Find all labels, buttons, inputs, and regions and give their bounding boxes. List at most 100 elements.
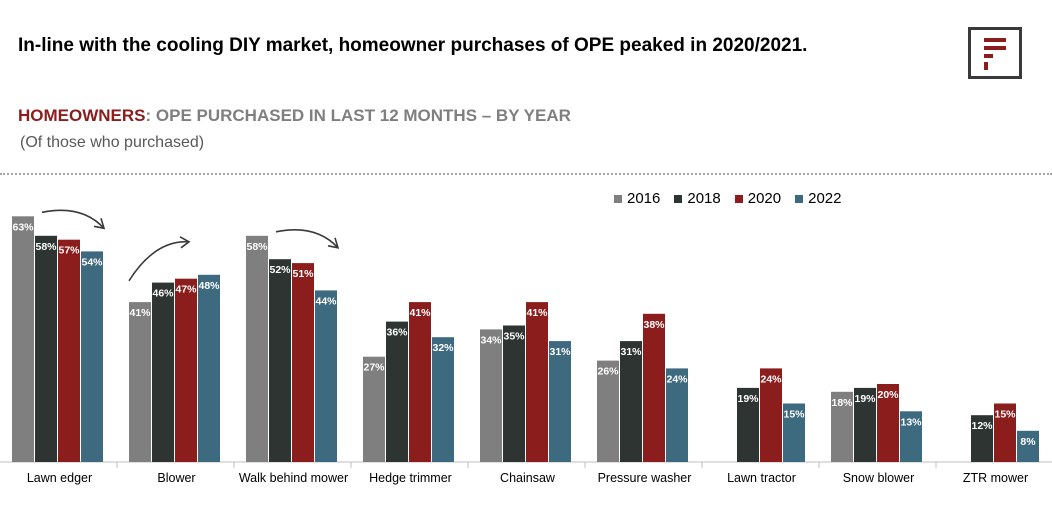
bar-2018 [152, 282, 174, 462]
x-tick-label: Snow blower [843, 471, 915, 485]
bar-data-label: 54% [81, 256, 103, 268]
trend-arrowhead [93, 218, 106, 230]
bar-2018 [971, 415, 993, 462]
bar-2016 [831, 391, 853, 462]
bar-2016 [363, 356, 385, 462]
trend-arrow-down [41, 209, 105, 229]
bar-data-label: 41% [129, 307, 151, 319]
trend-arrow-up [128, 240, 190, 282]
x-tick-label: Walk behind mower [239, 471, 348, 485]
x-tick-label: Blower [157, 471, 195, 485]
legend-item-2020: 2020 [734, 190, 782, 207]
bar-2020 [409, 302, 431, 462]
subtitle-accent: HOMEOWNERS [18, 106, 146, 125]
legend-item-2022: 2022 [795, 190, 842, 207]
bar-2020 [760, 368, 782, 462]
bar-data-label: 19% [737, 393, 759, 405]
bar-data-label: 19% [854, 393, 876, 405]
legend-swatch [734, 194, 743, 203]
bar-data-label: 20% [877, 389, 899, 401]
bar-data-label: 15% [994, 409, 1016, 421]
section-divider [0, 173, 1052, 175]
chart-legend: 2016 2018 2020 2022 [614, 190, 842, 207]
bar-2020 [175, 278, 197, 462]
legend-swatch [795, 194, 804, 203]
bar-data-label: 41% [409, 307, 431, 319]
bar-data-label: 26% [597, 366, 619, 378]
bar-data-label: 58% [35, 241, 57, 253]
bar-data-label: 36% [386, 327, 408, 339]
trend-arrow-down [275, 229, 339, 249]
bar-data-label: 32% [432, 342, 454, 354]
bar-data-label: 18% [831, 397, 853, 409]
bar-2018 [503, 325, 525, 462]
x-tick-label: Pressure washer [598, 471, 692, 485]
bar-data-label: 24% [666, 373, 688, 385]
bar-data-label: 44% [315, 295, 337, 307]
bar-data-label: 24% [760, 373, 782, 385]
chart-subtitle: HOMEOWNERS: OPE PURCHASED IN LAST 12 MON… [18, 106, 571, 126]
bar-2016 [129, 302, 151, 462]
bar-data-label: 12% [971, 420, 993, 432]
bar-2022 [1017, 430, 1039, 462]
bar-data-label: 31% [549, 346, 571, 358]
legend-item-2018: 2018 [674, 190, 721, 207]
bar-data-label: 34% [480, 334, 502, 346]
bar-2018 [854, 387, 876, 462]
bar-2022 [900, 411, 922, 462]
legend-swatch [614, 194, 622, 203]
bar-2022 [783, 403, 805, 462]
bar-2018 [386, 321, 408, 462]
x-tick-label: Chainsaw [500, 471, 556, 485]
bar-data-label: 15% [783, 409, 805, 421]
page-title: In-line with the cooling DIY market, hom… [18, 35, 808, 56]
bar-2020 [58, 239, 80, 462]
x-tick-label: Lawn edger [27, 471, 92, 485]
trend-arrowhead [179, 236, 191, 249]
bar-2020 [994, 403, 1016, 462]
trend-arrowhead [327, 237, 340, 249]
bar-data-label: 46% [152, 288, 174, 300]
brand-logo-icon [968, 27, 1022, 79]
bar-2020 [292, 263, 314, 462]
bar-2016 [246, 235, 268, 462]
bar-2020 [643, 313, 665, 462]
legend-swatch [674, 194, 683, 203]
legend-label: 2020 [747, 190, 782, 207]
bar-data-label: 51% [292, 268, 314, 280]
bar-2018 [35, 235, 57, 462]
legend-label: 2018 [687, 190, 721, 207]
bar-data-label: 31% [620, 346, 642, 358]
bar-2022 [81, 251, 103, 462]
bar-data-label: 13% [900, 416, 922, 428]
bar-2022 [549, 341, 571, 462]
bar-data-label: 47% [175, 284, 197, 296]
bar-data-label: 27% [363, 362, 385, 374]
bar-2016 [597, 360, 619, 462]
x-tick-label: ZTR mower [963, 471, 1028, 485]
chart-note: (Of those who purchased) [20, 134, 205, 151]
bar-2018 [737, 387, 759, 462]
bar-data-label: 58% [246, 241, 268, 253]
bar-2016 [12, 216, 34, 462]
legend-item-2016: 2016 [614, 190, 660, 207]
bar-data-label: 57% [58, 245, 80, 257]
bar-2020 [526, 302, 548, 462]
legend-label: 2022 [808, 190, 842, 207]
x-tick-label: Lawn tractor [727, 471, 796, 485]
x-tick-label: Hedge trimmer [369, 471, 452, 485]
subtitle-rest: : OPE PURCHASED IN LAST 12 MONTHS – BY Y… [145, 106, 571, 125]
legend-label: 2016 [627, 190, 661, 207]
bar-2020 [877, 384, 899, 462]
bar-data-label: 38% [643, 319, 665, 331]
bar-2018 [269, 259, 291, 462]
bar-2022 [315, 290, 337, 462]
bar-2022 [198, 274, 220, 462]
bar-2018 [620, 341, 642, 462]
bar-data-label: 35% [503, 331, 525, 343]
bar-2022 [432, 337, 454, 462]
bar-data-label: 8% [1020, 436, 1036, 448]
bar-2022 [666, 368, 688, 462]
bar-2016 [480, 329, 502, 462]
